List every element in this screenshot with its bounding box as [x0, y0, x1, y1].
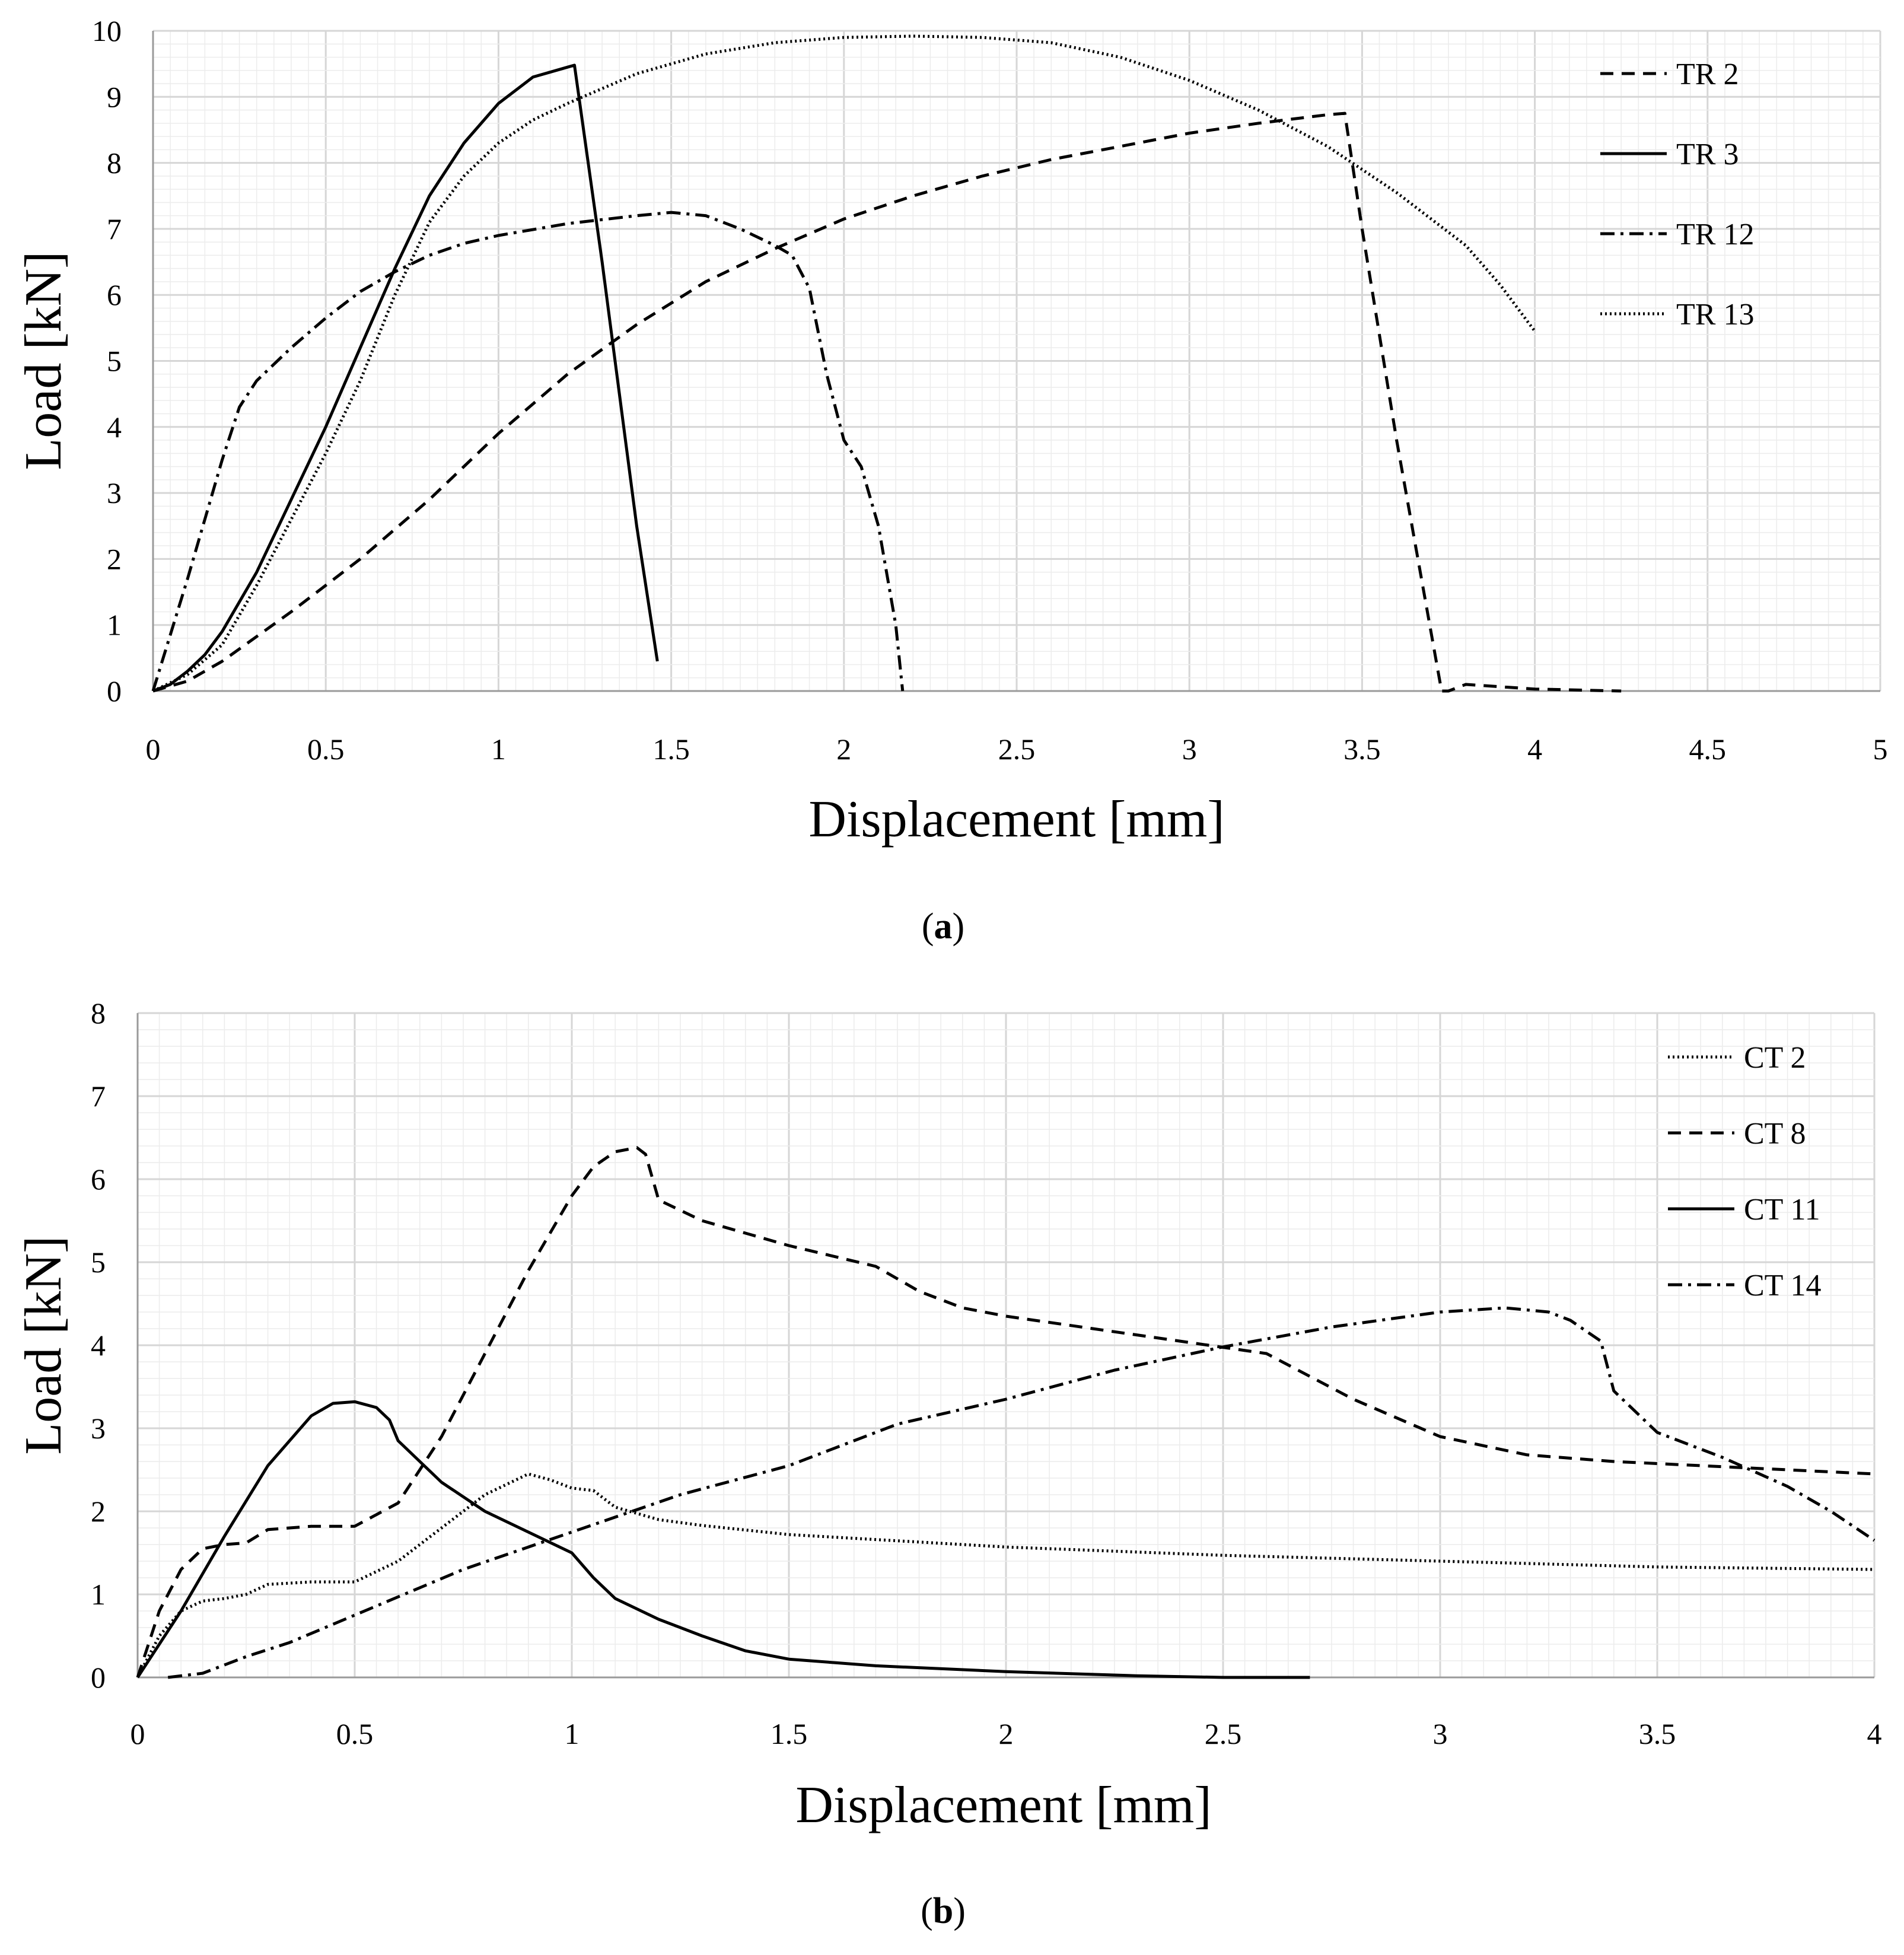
x-tick-label: 5	[1873, 733, 1888, 766]
series-line-ct-14	[167, 1306, 1876, 1679]
y-tick-label: 8	[91, 996, 106, 1030]
x-tick-label: 3.5	[1639, 1717, 1676, 1750]
x-tick-label: 3	[1182, 733, 1197, 766]
y-tick-label: 7	[107, 212, 122, 246]
caption-b-open: (	[921, 1891, 933, 1931]
x-tick-label: 2	[999, 1717, 1014, 1750]
legend-label: CT 2	[1744, 1041, 1806, 1075]
grid-b	[136, 1012, 1876, 1679]
x-axis-label-a: Displacement [mm]	[808, 791, 1224, 848]
x-tick-label: 0	[130, 1717, 145, 1750]
x-tick-label: 2.5	[998, 733, 1036, 766]
legend-label: CT 11	[1744, 1193, 1820, 1227]
y-tick-label: 2	[91, 1495, 106, 1528]
y-axis-label-b: Load [kN]	[15, 1236, 72, 1455]
y-tick-label: 10	[92, 14, 122, 47]
y-tick-label: 1	[91, 1578, 106, 1611]
y-tick-label: 4	[91, 1329, 106, 1362]
caption-b-close: )	[953, 1891, 966, 1931]
legend-label: CT 8	[1744, 1117, 1806, 1151]
y-tick-label: 0	[107, 674, 122, 708]
series-group-a	[151, 34, 1622, 693]
caption-a-open: (	[922, 906, 934, 947]
x-tick-label: 2	[836, 733, 851, 766]
caption-b: (b)	[921, 1891, 966, 1931]
series-group-b	[136, 1146, 1876, 1679]
caption-a: (a)	[922, 906, 964, 947]
y-axis-label-a: Load [kN]	[15, 251, 72, 470]
y-tick-label: 5	[107, 345, 122, 378]
x-tick-label: 0	[146, 733, 161, 766]
x-axis-label-b: Displacement [mm]	[795, 1776, 1211, 1834]
y-tick-label: 0	[91, 1661, 106, 1694]
x-tick-label: 1.5	[652, 733, 690, 766]
series-line-tr-12	[151, 211, 905, 692]
legend-label: TR 2	[1676, 58, 1739, 91]
legend-label: TR 13	[1676, 298, 1754, 332]
x-tick-label: 4	[1527, 733, 1542, 766]
y-tick-label: 8	[107, 147, 122, 180]
x-tick-label: 3.5	[1343, 733, 1381, 766]
series-line-ct-8	[136, 1146, 1875, 1678]
y-tick-label: 5	[91, 1246, 106, 1279]
x-tick-label: 0.5	[336, 1717, 374, 1750]
legend-label: CT 14	[1744, 1269, 1822, 1303]
caption-a-letter: a	[934, 906, 953, 947]
grid-a	[152, 30, 1881, 692]
x-tick-label: 4	[1867, 1717, 1882, 1750]
caption-b-letter: b	[933, 1891, 953, 1931]
x-tick-label: 4.5	[1689, 733, 1727, 766]
y-tick-label: 1	[107, 609, 122, 642]
y-tick-label: 2	[107, 542, 122, 575]
tick-labels-a: 0 0.5 1 1.5 2 2.5 3 3.5 4 4.5 5 0 1 2 3 4 5 6 7 8 9 10	[92, 14, 1888, 766]
x-tick-label: 2.5	[1205, 1717, 1242, 1750]
y-tick-label: 7	[91, 1080, 106, 1113]
y-tick-label: 6	[107, 278, 122, 311]
x-tick-label: 1	[491, 733, 506, 766]
y-tick-label: 9	[107, 80, 122, 113]
legend-label: TR 3	[1676, 138, 1739, 171]
y-tick-label: 4	[107, 410, 122, 444]
x-tick-label: 1.5	[770, 1717, 808, 1750]
x-tick-label: 1	[565, 1717, 580, 1750]
y-tick-label: 6	[91, 1163, 106, 1196]
y-tick-label: 3	[91, 1412, 106, 1445]
legend-b: CT 2 CT 8 CT 11 CT 14	[1668, 1041, 1822, 1303]
x-tick-label: 0.5	[307, 733, 345, 766]
legend-a: TR 2 TR 3 TR 12 TR 13	[1600, 58, 1754, 332]
chart-panel-b: 0 0.5 1 1.5 2 2.5 3 3.5 4 0 1 2 3 4 5 6 7 8 CT 2 CT 8 CT 11…	[15, 996, 1882, 1931]
series-line-tr-2	[152, 112, 1622, 693]
y-tick-label: 3	[107, 476, 122, 510]
series-line-tr-3	[152, 63, 659, 693]
x-tick-label: 3	[1433, 1717, 1448, 1750]
caption-a-close: )	[953, 906, 965, 947]
series-line-ct-11	[136, 1400, 1310, 1679]
tick-labels-b: 0 0.5 1 1.5 2 2.5 3 3.5 4 0 1 2 3 4 5 6 7 8	[91, 996, 1882, 1750]
legend-label: TR 12	[1676, 218, 1754, 251]
